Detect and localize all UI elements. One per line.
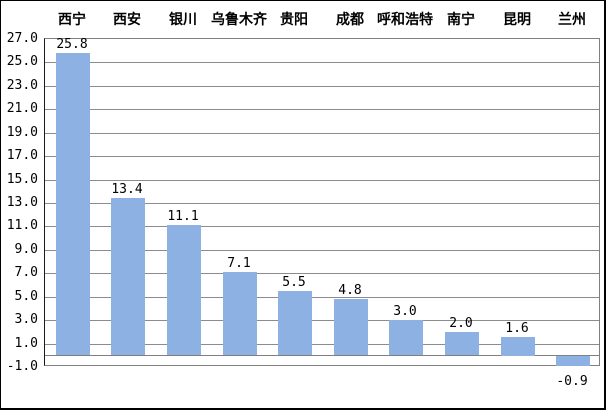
bar — [556, 356, 590, 366]
y-gridline — [45, 203, 599, 204]
y-gridline — [45, 156, 599, 157]
bar-value-label: 25.8 — [56, 37, 88, 52]
bar — [278, 291, 312, 355]
y-tick-label: 3.0 — [14, 312, 38, 327]
bar — [389, 320, 423, 355]
y-tick-label: 9.0 — [14, 242, 38, 257]
category-label: 乌鲁木齐 — [211, 12, 267, 28]
y-tick-label: 5.0 — [14, 289, 38, 304]
y-gridline — [45, 273, 599, 274]
bar — [501, 337, 535, 356]
y-tick-label: 23.0 — [6, 78, 38, 93]
bar — [111, 198, 145, 355]
y-gridline — [45, 250, 599, 251]
category-label: 银川 — [169, 12, 197, 28]
y-gridline — [45, 86, 599, 87]
zero-axis-line — [45, 355, 599, 356]
category-label: 昆明 — [503, 12, 531, 28]
bar-value-label: 11.1 — [167, 209, 199, 224]
y-tick-label: 11.0 — [6, 218, 38, 233]
category-label: 贵阳 — [280, 12, 308, 28]
y-tick-label: 27.0 — [6, 31, 38, 46]
y-tick-label: 19.0 — [6, 125, 38, 140]
y-tick-label: 25.0 — [6, 54, 38, 69]
y-gridline — [45, 133, 599, 134]
category-label: 南宁 — [447, 12, 475, 28]
y-gridline — [45, 226, 599, 227]
category-label: 西宁 — [58, 12, 86, 28]
category-label: 成都 — [336, 12, 364, 28]
y-gridline — [45, 320, 599, 321]
plot-area — [44, 38, 600, 366]
bar-value-label: 5.5 — [282, 275, 306, 290]
bar — [334, 299, 368, 355]
bar-value-label: -0.9 — [556, 374, 588, 389]
bar — [167, 225, 201, 355]
y-tick-label: -1.0 — [6, 359, 38, 374]
y-tick-label: 21.0 — [6, 101, 38, 116]
category-label: 兰州 — [558, 12, 586, 28]
bar-value-label: 2.0 — [449, 316, 473, 331]
y-tick-label: 17.0 — [6, 148, 38, 163]
bar — [445, 332, 479, 355]
bar — [56, 53, 90, 355]
category-label: 西安 — [113, 12, 141, 28]
bar — [223, 272, 257, 355]
y-tick-label: 13.0 — [6, 195, 38, 210]
bar-value-label: 7.1 — [227, 256, 251, 271]
bar-value-label: 1.6 — [505, 321, 529, 336]
y-gridline — [45, 180, 599, 181]
bar-value-label: 4.8 — [338, 283, 362, 298]
y-tick-label: 15.0 — [6, 172, 38, 187]
y-gridline — [45, 297, 599, 298]
y-gridline — [45, 344, 599, 345]
y-gridline — [45, 109, 599, 110]
bar-value-label: 13.4 — [111, 182, 143, 197]
y-tick-label: 7.0 — [14, 265, 38, 280]
y-gridline — [45, 62, 599, 63]
y-tick-label: 1.0 — [14, 336, 38, 351]
category-label: 呼和浩特 — [377, 12, 433, 28]
bar-value-label: 3.0 — [393, 304, 417, 319]
